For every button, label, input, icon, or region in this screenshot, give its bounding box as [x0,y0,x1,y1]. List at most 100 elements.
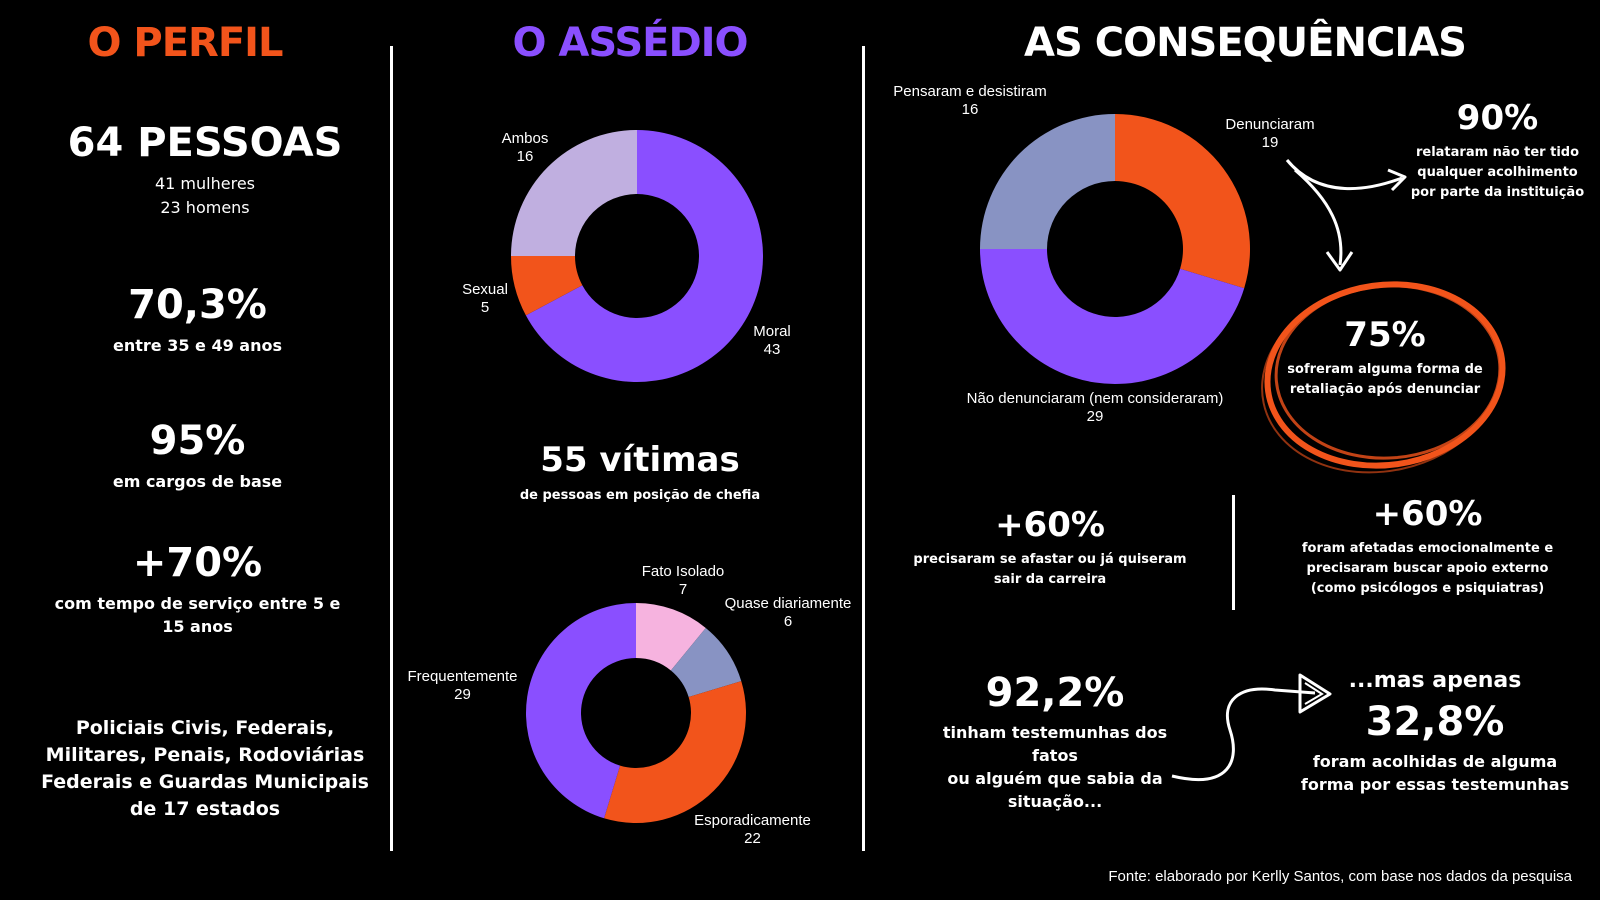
label-denunciaram-name: Denunciaram [1225,116,1315,133]
stat-60-emotional-line-1: foram afetadas emocionalmente e [1301,541,1554,556]
label-moral-name: Moral [753,323,791,340]
age-value: 70,3% [128,282,267,328]
victims-desc: de pessoas em posição de chefia [519,488,761,503]
stat-92-line-3: situação... [1007,792,1103,811]
footer-line-2: Militares, Penais, Rodoviárias [45,744,365,766]
perfil-stat-base: 95% em cargos de base [40,418,355,493]
label-pensaram: Pensaram e desistiram 16 [870,83,1070,119]
label-denunciaram-value: 19 [1261,134,1279,151]
stat-75: 75% sofreram alguma forma de retaliação … [1285,315,1485,400]
arrow-to-75 [1294,168,1343,266]
label-fato-isolado-name: Fato Isolado [641,563,725,580]
divider-right [862,46,865,851]
people-women: 41 mulheres [154,174,255,193]
label-ambos-name: Ambos [501,130,549,147]
stat-90: 90% relataram não ter tido qualquer acol… [1400,98,1595,203]
perfil-footer: Policiais Civis, Federais, Militares, Pe… [30,715,380,823]
stat-60-career-line-2: sair da carreira [993,572,1107,587]
frequency-slice-esporadicamente [604,681,746,823]
stat-60-emotional-line-2: precisaram buscar apoio externo [1306,561,1549,576]
victims-count: 55 vítimas [540,440,740,480]
label-frequentemente-name: Frequentemente [407,668,518,685]
stat-92-value: 92,2% [985,670,1125,716]
perfil-stat-people: 64 PESSOAS 41 mulheres 23 homens [40,120,370,220]
label-ambos-value: 16 [516,148,534,165]
stat-92-line-1: tinham testemunhas dos fatos [942,723,1168,765]
label-pensaram-value: 16 [961,101,979,118]
stat-32-intro: ...mas apenas [1348,668,1522,693]
label-sexual-value: 5 [480,299,490,316]
label-moral-value: 43 [763,341,781,358]
base-value: 95% [149,418,246,464]
source-note: Fonte: elaborado por Kerlly Santos, com … [1108,868,1572,885]
footer-line-1: Policiais Civis, Federais, [75,717,335,739]
victims-block: 55 vítimas de pessoas em posição de chef… [490,440,790,506]
stat-90-line-3: por parte da instituição [1410,185,1585,200]
stat-90-desc: relataram não ter tido qualquer acolhime… [1400,143,1595,203]
stat-92-desc: tinham testemunhas dos fatos ou alguém q… [920,721,1190,813]
arrowhead-90 [1387,168,1407,192]
type-slice-moral [525,130,763,383]
label-quase-diariamente: Quase diariamente 6 [708,595,868,631]
stat-60-career: +60% precisaram se afastar ou já quisera… [905,505,1195,590]
label-quase-diariamente-name: Quase diariamente [724,595,852,612]
stat-60-career-desc: precisaram se afastar ou já quiseram sai… [905,550,1195,590]
label-quase-diariamente-value: 6 [783,613,793,630]
stat-75-desc: sofreram alguma forma de retaliação após… [1285,360,1485,400]
label-denunciaram: Denunciaram 19 [1210,116,1330,152]
frequency-slice-fato-isolado [636,603,706,671]
stat-32: ...mas apenas 32,8% foram acolhidas de a… [1300,668,1570,796]
service-desc: com tempo de serviço entre 5 e 15 anos [54,594,341,636]
label-sexual-name: Sexual [462,281,508,298]
stat-32-line-1: foram acolhidas de alguma [1312,752,1558,771]
type-slice-ambos [511,130,637,256]
stat-75-value: 75% [1344,315,1426,355]
stat-92: 92,2% tinham testemunhas dos fatos ou al… [920,670,1190,813]
arrowhead-75 [1325,251,1354,272]
stat-60-emotional-value: +60% [1372,494,1483,534]
people-men: 23 homens [160,198,250,217]
stat-60-career-line-1: precisaram se afastar ou já quiseram [913,552,1187,567]
label-nao-denunciaram-name: Não denunciaram (nem consideraram) [966,390,1224,407]
consequence-slice-pensaram-e-desistiram [980,114,1115,249]
label-fato-isolado: Fato Isolado 7 [618,563,748,599]
stat-60-emotional: +60% foram afetadas emocionalmente e pre… [1285,494,1570,599]
label-fato-isolado-value: 7 [678,581,688,598]
stat-92-line-2: ou alguém que sabia da [947,769,1163,788]
label-nao-denunciaram: Não denunciaram (nem consideraram) 29 [935,390,1255,426]
label-sexual: Sexual 5 [435,281,535,317]
stat-90-line-2: qualquer acolhimento [1417,165,1578,180]
stat-90-value: 90% [1456,98,1539,138]
stat-60-emotional-line-3: (como psicólogos e psiquiatras) [1310,581,1545,596]
stat-32-desc: foram acolhidas de alguma forma por essa… [1300,750,1570,796]
label-frequentemente: Frequentemente 29 [395,668,530,704]
frequency-slice-quase-diariamente [670,627,742,698]
consequence-slice-denunciaram [1115,114,1250,289]
divider-consequences [1232,495,1235,610]
perfil-heading: O PERFIL [87,20,283,66]
label-ambos: Ambos 16 [475,130,575,166]
consequence-slice-n-o-denunciaram-nem-consideraram- [980,249,1245,384]
label-pensaram-name: Pensaram e desistiram [893,83,1047,100]
perfil-stat-service: +70% com tempo de serviço entre 5 e 15 a… [45,540,350,638]
base-desc: em cargos de base [112,472,283,491]
label-esporadicamente-value: 22 [744,830,761,847]
divider-left [390,46,393,851]
label-esporadicamente: Esporadicamente 22 [680,812,825,848]
consequencias-heading: AS CONSEQUÊNCIAS [1024,20,1467,66]
perfil-stat-age: 70,3% entre 35 e 49 anos [40,282,355,357]
stat-75-line-2: retaliação após denunciar [1289,382,1481,397]
label-nao-denunciaram-value: 29 [1086,408,1104,425]
age-desc: entre 35 e 49 anos [113,336,282,355]
footer-line-4: de 17 estados [129,798,281,820]
footer-line-3: Federais e Guardas Municipais [41,771,369,793]
stat-32-line-2: forma por essas testemunhas [1300,775,1570,794]
frequency-slice-frequentemente [526,603,636,819]
service-value: +70% [132,540,263,586]
stat-60-career-value: +60% [995,505,1105,545]
